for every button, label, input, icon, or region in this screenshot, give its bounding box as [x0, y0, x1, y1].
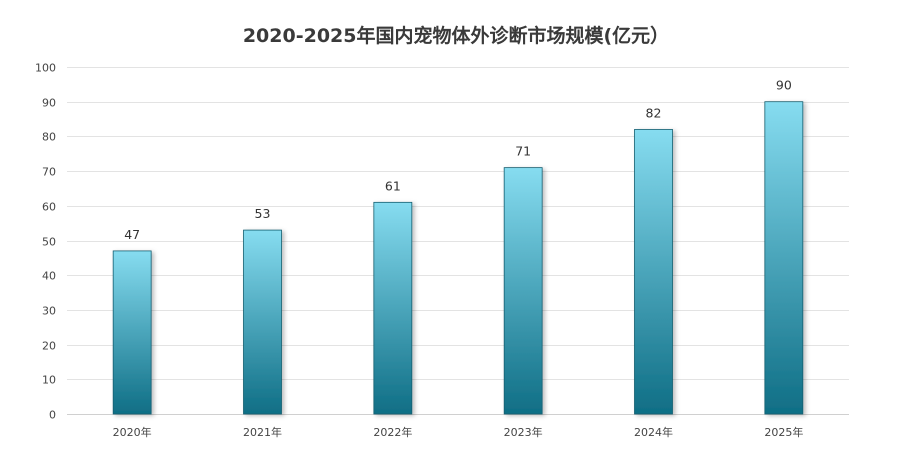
- y-tick-label: 30: [42, 305, 56, 318]
- x-tick-label: 2024年: [634, 425, 673, 439]
- y-tick-label: 20: [42, 340, 56, 353]
- bars: [112, 101, 804, 415]
- y-tick-label: 80: [42, 131, 56, 144]
- y-axis-ticks: 0 10 20 30 40 50 60 70 80 90 100: [35, 62, 56, 422]
- data-label: 53: [255, 206, 271, 221]
- gridlines: [67, 67, 849, 415]
- y-tick-label: 0: [49, 409, 56, 422]
- data-label: 82: [646, 105, 662, 120]
- data-label: 71: [515, 144, 531, 159]
- x-tick-label: 2025年: [764, 425, 803, 439]
- x-tick-label: 2022年: [373, 425, 412, 439]
- x-tick-label: 2023年: [504, 425, 543, 439]
- y-tick-label: 40: [42, 270, 56, 283]
- x-axis-ticks: 2020年 2021年 2022年 2023年 2024年 2025年: [113, 425, 804, 439]
- bar: [764, 101, 804, 415]
- data-label: 90: [776, 78, 792, 93]
- bar: [112, 250, 152, 415]
- y-tick-label: 90: [42, 97, 56, 110]
- data-label: 61: [385, 178, 401, 193]
- chart-title: 2020-2025年国内宠物体外诊断市场规模(亿元）: [243, 24, 669, 47]
- y-tick-label: 60: [42, 201, 56, 214]
- y-tick-label: 10: [42, 374, 56, 387]
- bar: [503, 167, 543, 415]
- bar: [243, 229, 282, 415]
- data-label: 47: [124, 227, 140, 242]
- y-tick-label: 70: [42, 166, 56, 179]
- x-tick-label: 2020年: [113, 425, 152, 439]
- y-tick-label: 50: [42, 236, 56, 249]
- data-labels: 47 53 61 71 82 90: [124, 78, 792, 242]
- x-tick-label: 2021年: [243, 425, 282, 439]
- bar: [373, 201, 413, 415]
- bar: [634, 129, 673, 415]
- y-tick-label: 100: [35, 62, 56, 75]
